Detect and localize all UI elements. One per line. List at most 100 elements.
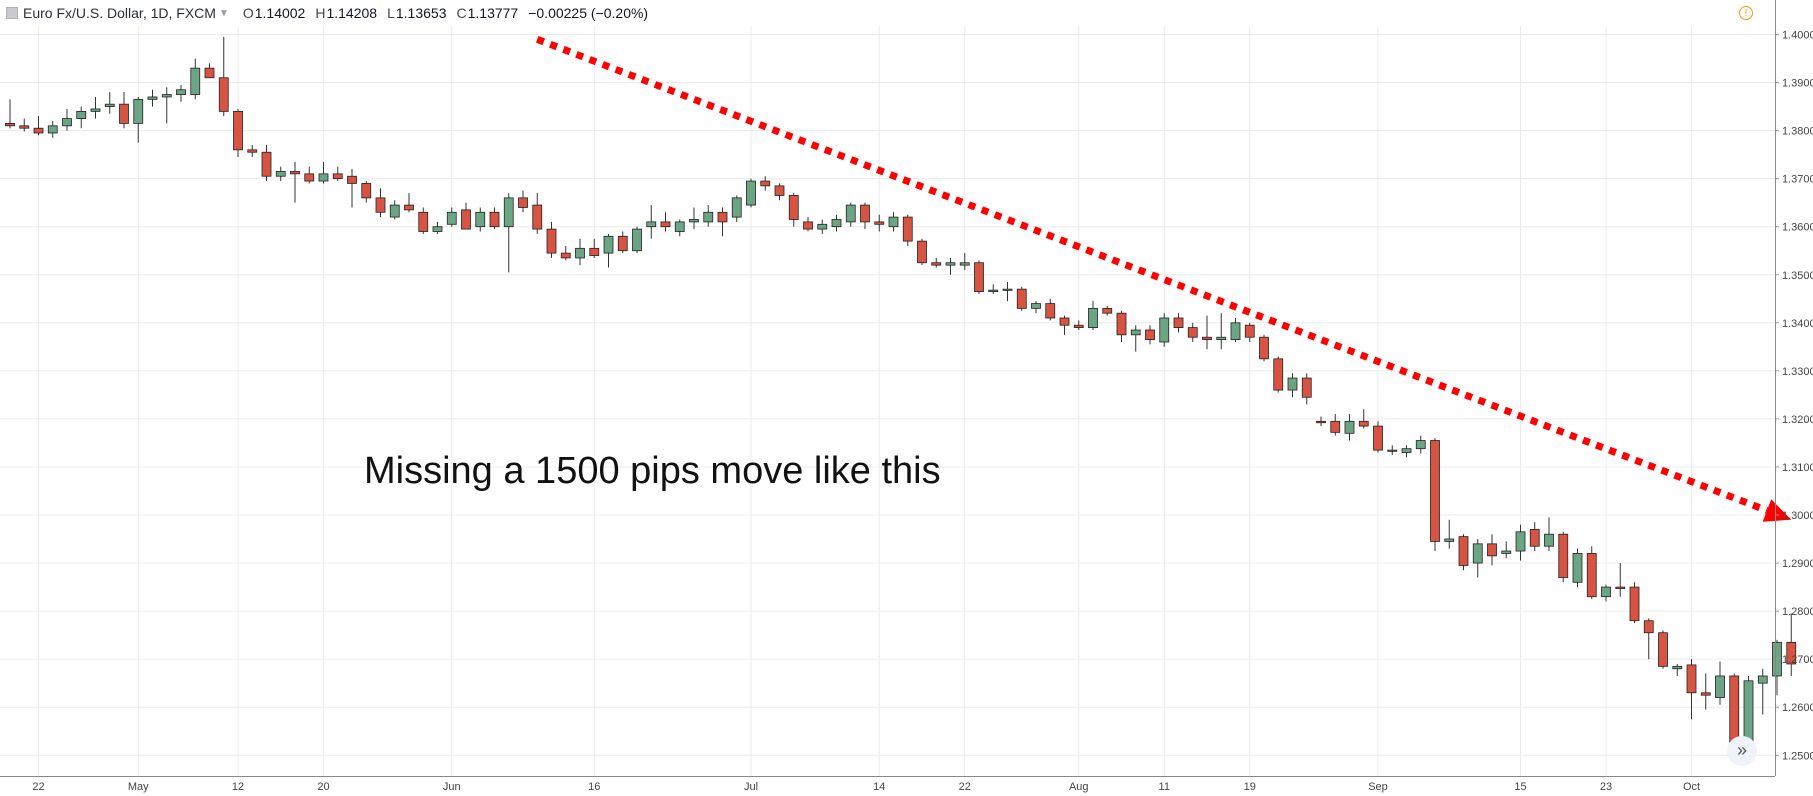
candle [1487, 534, 1497, 566]
price-tick-label: 1.28000 [1782, 606, 1813, 618]
candle-body-down [902, 216, 913, 242]
candle [1700, 673, 1711, 710]
price-tick-label: 1.30000 [1782, 510, 1813, 522]
chart-legend-header: Euro Fx/U.S. Dollar, 1D, FXCM ▼ O1.14002… [6, 4, 648, 22]
candle [1116, 310, 1127, 343]
candle [432, 221, 443, 234]
candle [874, 214, 885, 232]
candle [1601, 584, 1611, 602]
chevron-down-icon[interactable]: ▼ [218, 7, 229, 19]
candle [1643, 618, 1654, 660]
time-tick-label: Aug [1069, 781, 1089, 793]
candle-body-up [275, 171, 286, 177]
symbol-title[interactable]: Euro Fx/U.S. Dollar, 1D, FXCM [23, 5, 216, 21]
candle [1045, 298, 1056, 321]
candle-body-up [575, 247, 585, 259]
candle-body-up [1088, 307, 1098, 329]
candle-body-up [133, 98, 144, 124]
candle-body-up [703, 211, 714, 223]
candle-body-down [760, 180, 771, 187]
time-tick-label: 15 [1514, 781, 1526, 793]
candle [1187, 322, 1198, 343]
candle-body-up [988, 289, 999, 292]
candle [1259, 334, 1269, 362]
price-tick-label: 1.32000 [1782, 414, 1813, 426]
candle-body-up [845, 204, 856, 223]
candle [133, 96, 144, 143]
candle-body-up [318, 173, 329, 182]
candle-body-down [1273, 358, 1284, 391]
candle [318, 161, 329, 184]
candle-body-down [1316, 420, 1326, 424]
chart-text-annotation[interactable]: Missing a 1500 pips move like this [364, 450, 941, 492]
candle-body-down [1187, 327, 1198, 338]
candle-body-up [689, 219, 699, 223]
time-tick-label: 22 [32, 781, 44, 793]
close-value: C1.13777 [456, 5, 519, 21]
candle [1330, 414, 1341, 436]
price-tick-label: 1.39000 [1782, 78, 1813, 90]
candle [1273, 356, 1284, 393]
candle [845, 202, 856, 227]
time-tick-label: 14 [873, 781, 885, 793]
candle-body-up [1472, 543, 1483, 564]
high-value: H1.14208 [315, 5, 378, 21]
warning-info-icon[interactable]: ! [1739, 6, 1753, 20]
trend-arrow-annotation[interactable] [535, 36, 1792, 522]
candle [1415, 435, 1426, 454]
candle-body-down [803, 221, 813, 230]
candle-body-down [489, 211, 500, 228]
candle [603, 233, 614, 268]
candle-body-up [674, 221, 685, 232]
trend-arrow-line [535, 36, 1769, 514]
candle [1173, 313, 1184, 333]
candle-body-down [1102, 307, 1113, 314]
candle-body-up [1401, 448, 1412, 453]
candle [190, 58, 201, 100]
price-tick-label: 1.35000 [1782, 270, 1813, 282]
time-tick-label: Jul [744, 781, 758, 793]
candle-body-up [746, 180, 756, 206]
candle [632, 226, 642, 254]
price-tick-label: 1.37000 [1782, 174, 1813, 186]
candle [347, 169, 357, 208]
candle-body-down [1643, 620, 1654, 634]
price-axis[interactable]: 1.25000 1.26000 1.27000 1.28000 1.29000 1.300… [1775, 0, 1813, 776]
candle-body-up [62, 118, 72, 127]
candle-body-up [1230, 322, 1241, 341]
candle [646, 205, 657, 239]
candle-body-down [617, 235, 628, 252]
candle-body-down [1615, 586, 1626, 589]
candle-body-down [1116, 312, 1127, 336]
candle-body-down [1629, 586, 1640, 622]
candle-body-down [1529, 529, 1540, 547]
trend-arrow-head [1762, 499, 1792, 522]
candle-body-up [1031, 303, 1041, 309]
candle-body-down [774, 185, 785, 196]
candle-body-down [1045, 303, 1056, 319]
candle-body-up [1002, 288, 1013, 291]
candle-body-up [1757, 675, 1768, 684]
candle-body-down [1430, 440, 1440, 542]
candle-body-up [1715, 675, 1725, 698]
candle [275, 166, 286, 182]
chart-grid [0, 26, 1775, 776]
candle [1472, 539, 1483, 578]
scroll-to-realtime-button[interactable]: » [1727, 736, 1757, 766]
candle [717, 207, 728, 237]
time-tick-label: 12 [232, 781, 244, 793]
candle [617, 231, 628, 254]
candle [518, 190, 528, 213]
candle [760, 176, 771, 191]
candle-body-up [1544, 533, 1554, 547]
candle [1444, 519, 1455, 549]
candle-body-down [33, 127, 44, 134]
candle [1287, 373, 1298, 398]
price-tick-label: 1.34000 [1782, 318, 1813, 330]
candle [304, 166, 315, 184]
candle [1715, 661, 1725, 705]
candle [62, 108, 72, 131]
time-axis[interactable]: 22 May 12 20 Jun 16 Jul 14 22 Aug 11 19 Sep 15 23 Oct [0, 776, 1775, 794]
candle [1387, 445, 1398, 455]
